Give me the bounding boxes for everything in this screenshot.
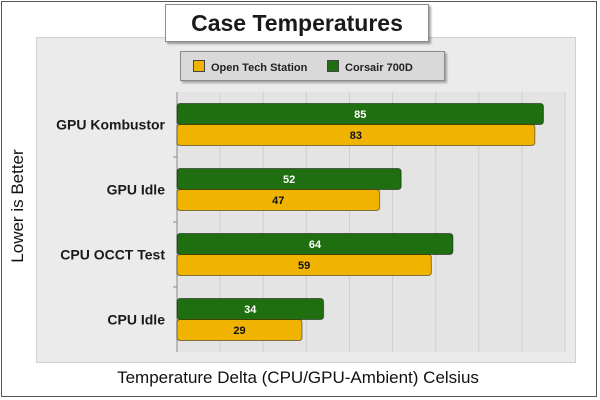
legend-swatch-open-tech-station [193, 60, 205, 72]
chart-title: Case Temperatures [165, 4, 429, 42]
legend-label-corsair-700d: Corsair 700D [345, 62, 413, 74]
bar-open-tech-station-cpu-idle [176, 319, 303, 341]
legend-item-open-tech-station: Open Tech Station [193, 60, 307, 74]
category-label-gpu-idle: GPU Idle [107, 182, 166, 198]
legend-label-open-tech-station: Open Tech Station [211, 62, 308, 74]
bars: 85 83 52 47 64 59 34 29 [176, 103, 544, 341]
category-label-gpu-kombustor: GPU Kombustor [56, 117, 165, 133]
value-label-corsair-700d-gpu-idle: 52 [283, 174, 295, 186]
category-labels: GPU Kombustor GPU Idle CPU OCCT Test CPU Id… [56, 117, 165, 328]
legend-item-corsair-700d: Corsair 700D [327, 60, 413, 74]
x-axis-label: Temperature Delta (CPU/GPU-Ambient) Cels… [117, 368, 479, 387]
value-label-corsair-700d-cpu-idle: 34 [244, 304, 257, 316]
category-label-cpu-idle: CPU Idle [107, 312, 165, 328]
value-label-open-tech-station-cpu-occt-test: 59 [298, 260, 310, 272]
category-label-cpu-occt-test: CPU OCCT Test [60, 247, 165, 263]
bar-open-tech-station-gpu-idle [176, 189, 381, 211]
y-axis-label: Lower is Better [8, 149, 27, 263]
value-label-corsair-700d-cpu-occt-test: 64 [309, 239, 322, 251]
legend-swatch-corsair-700d [327, 60, 339, 72]
value-label-open-tech-station-gpu-idle: 47 [272, 195, 284, 207]
legend: Open Tech Station Corsair 700D [180, 51, 445, 81]
value-label-open-tech-station-cpu-idle: 29 [233, 325, 245, 337]
value-label-open-tech-station-gpu-kombustor: 83 [350, 130, 362, 142]
bar-open-tech-station-cpu-occt-test [176, 254, 432, 276]
value-label-corsair-700d-gpu-kombustor: 85 [354, 109, 366, 121]
bar-open-tech-station-gpu-kombustor [176, 124, 536, 146]
